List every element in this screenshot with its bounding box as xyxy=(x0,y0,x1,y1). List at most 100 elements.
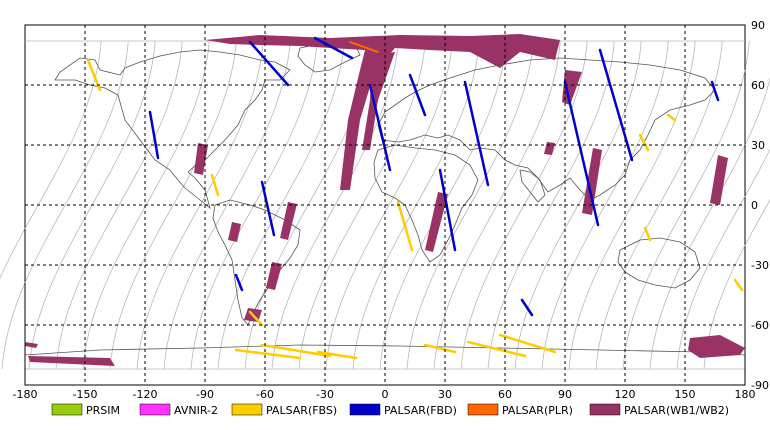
orbit-track xyxy=(271,40,399,370)
x-tick-label: 150 xyxy=(675,388,696,401)
swath-fbd-3 xyxy=(368,83,392,172)
x-tick-label: -180 xyxy=(13,388,38,401)
swath-fbd-2 xyxy=(313,36,354,60)
orbit-track xyxy=(109,40,237,370)
y-tick-label: -60 xyxy=(751,319,769,332)
x-tick-label: -60 xyxy=(256,388,274,401)
legend-item: PALSAR(WB1/WB2) xyxy=(589,403,729,417)
graticule xyxy=(24,24,746,386)
swath-fbs-6 xyxy=(234,348,302,360)
y-tick-label: 30 xyxy=(751,139,765,152)
swath-fbd-5 xyxy=(463,80,490,187)
legend: PRSIM AVNIR-2 PALSAR(FBS) PALSAR(FBD) PALSAR… xyxy=(51,403,729,417)
legend-swatch xyxy=(139,403,171,416)
legend-item: AVNIR-2 xyxy=(139,403,218,417)
x-tick-label: 120 xyxy=(615,388,636,401)
legend-item: PALSAR(PLR) xyxy=(467,403,573,417)
y-tick-label: 60 xyxy=(751,79,765,92)
orbit-track xyxy=(595,40,723,370)
x-tick-label: 0 xyxy=(382,388,389,401)
swath-fbs-12 xyxy=(248,310,264,327)
coast-india xyxy=(519,169,546,203)
swath-fbs-8 xyxy=(316,350,358,360)
orbit-track xyxy=(325,40,453,370)
swath-wb-asia-3 xyxy=(710,155,728,205)
swath-fbs-4 xyxy=(638,133,650,152)
swath-fbd-1 xyxy=(248,40,290,87)
legend-swatch xyxy=(589,403,621,416)
legend-swatch xyxy=(467,403,499,416)
swath-fbd-8 xyxy=(598,48,634,162)
legend-label: PALSAR(PLR) xyxy=(502,404,573,417)
orbit-track xyxy=(217,40,345,370)
swath-plr-1 xyxy=(349,41,379,53)
y-tick-labels: 90 60 30 0 -30 -60 -90 xyxy=(751,19,769,392)
x-tick-label: 90 xyxy=(558,388,572,401)
swath-wb-asia-2 xyxy=(582,148,602,215)
y-tick-label: 90 xyxy=(751,19,765,32)
swath-wb-ant-3 xyxy=(688,335,745,358)
swath-fbs-5 xyxy=(643,226,652,242)
coast-south-america xyxy=(212,199,301,326)
swath-fbd-13 xyxy=(234,273,244,292)
y-tick-label: 0 xyxy=(751,199,758,212)
x-tick-label: -150 xyxy=(73,388,98,401)
legend-swatch xyxy=(231,403,263,416)
legend-swatch xyxy=(349,403,381,416)
legend-label: PRSIM xyxy=(86,404,120,417)
swath-fbd-9 xyxy=(260,180,276,237)
swath-fbs-13 xyxy=(733,278,744,292)
x-tick-label: 180 xyxy=(735,388,756,401)
coast-north-america xyxy=(54,49,291,210)
swath-fbd-6 xyxy=(438,168,457,252)
swath-fbd-7 xyxy=(563,80,600,227)
x-tick-labels: -180 -150 -120 -90 -60 -30 0 30 60 90 120 150 180 xyxy=(13,388,756,401)
orbit-track xyxy=(649,76,770,370)
swath-wb-asia-1 xyxy=(562,70,582,105)
swath-fbs-14 xyxy=(666,113,677,122)
swath-wb-africa xyxy=(425,192,448,252)
swath-fbd-4 xyxy=(408,73,427,117)
swath-wb-samerica-2 xyxy=(266,262,282,290)
x-tick-label: 60 xyxy=(498,388,512,401)
swath-wb-arctic-1 xyxy=(205,34,560,190)
swath-wb-ant-2 xyxy=(25,342,38,348)
legend-item: PALSAR(FBD) xyxy=(349,403,457,417)
legend-label: AVNIR-2 xyxy=(174,404,218,417)
swath-wb-samerica-1 xyxy=(280,202,297,240)
coast-eurasia xyxy=(377,57,716,201)
data-swaths xyxy=(25,34,745,366)
y-tick-label: -30 xyxy=(751,259,769,272)
legend-label: PALSAR(FBD) xyxy=(384,404,457,417)
swath-fbs-3 xyxy=(210,173,220,197)
legend-item: PRSIM xyxy=(51,403,120,417)
orbit-track xyxy=(163,40,291,370)
orbit-track xyxy=(55,40,183,370)
swath-fbs-2 xyxy=(396,200,414,252)
orbit-track xyxy=(487,40,615,370)
x-tick-label: -30 xyxy=(316,388,334,401)
x-tick-label: 30 xyxy=(438,388,452,401)
orbit-track xyxy=(1,40,129,370)
x-tick-label: -90 xyxy=(196,388,214,401)
legend-label: PALSAR(WB1/WB2) xyxy=(624,404,729,417)
coast-antarctica xyxy=(24,344,746,356)
y-tick-label: -90 xyxy=(751,379,769,392)
orbit-track xyxy=(541,40,669,370)
swath-wb-india xyxy=(544,142,555,155)
swath-fbd-12 xyxy=(520,298,534,317)
legend-item: PALSAR(FBS) xyxy=(231,403,337,417)
swath-wb-central-2 xyxy=(228,222,241,242)
swath-fbs-9 xyxy=(423,343,457,354)
swath-wb-ant-1 xyxy=(28,356,115,366)
legend-swatch xyxy=(51,403,83,416)
x-tick-label: -120 xyxy=(133,388,158,401)
orbit-track xyxy=(703,199,770,370)
swath-fbd-10 xyxy=(148,110,160,160)
swath-fbd-11 xyxy=(710,80,720,102)
swath-wb-arctic-2 xyxy=(362,52,395,150)
swath-fbs-11 xyxy=(498,333,557,354)
swath-fbs-10 xyxy=(466,340,527,358)
swath-fbs-7 xyxy=(260,343,332,358)
